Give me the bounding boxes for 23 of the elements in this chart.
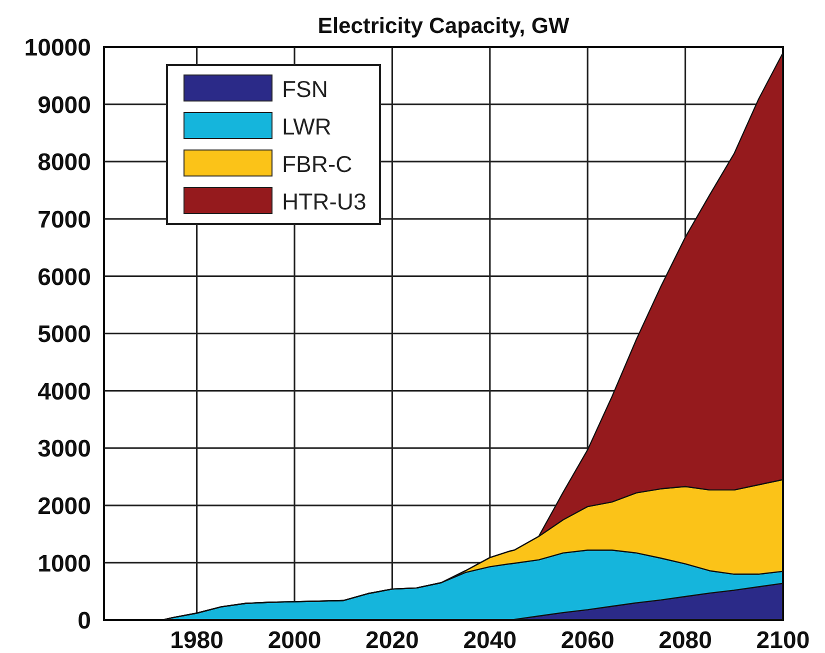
y-tick-label: 5000	[38, 321, 91, 348]
x-tick-label: 2060	[560, 627, 614, 653]
y-tick-label: 2000	[38, 493, 91, 520]
legend-label: FSN	[282, 76, 328, 102]
y-tick-label: 4000	[38, 378, 91, 406]
x-tick-label: 2100	[756, 627, 810, 653]
y-tick-label: 7000	[38, 206, 91, 234]
legend-label: FBR-C	[282, 151, 352, 177]
x-tick-label: 2080	[658, 627, 712, 653]
y-tick-label: 9000	[38, 92, 91, 119]
y-tick-label: 1000	[38, 550, 91, 578]
x-tick-label: 2000	[268, 627, 322, 653]
y-tick-label: 3000	[38, 436, 91, 463]
x-tick-label: 2020	[366, 627, 419, 653]
legend-label: HTR-U3	[282, 188, 366, 214]
y-tick-label: 10000	[24, 34, 91, 62]
y-tick-label: 6000	[38, 264, 91, 291]
y-tick-label: 0	[78, 608, 91, 635]
chart-title: Electricity Capacity, GW	[318, 13, 570, 38]
x-tick-label: 1980	[170, 627, 224, 653]
y-tick-label: 8000	[38, 149, 91, 176]
legend-label: LWR	[282, 114, 332, 140]
x-tick-label: 2040	[463, 627, 517, 653]
